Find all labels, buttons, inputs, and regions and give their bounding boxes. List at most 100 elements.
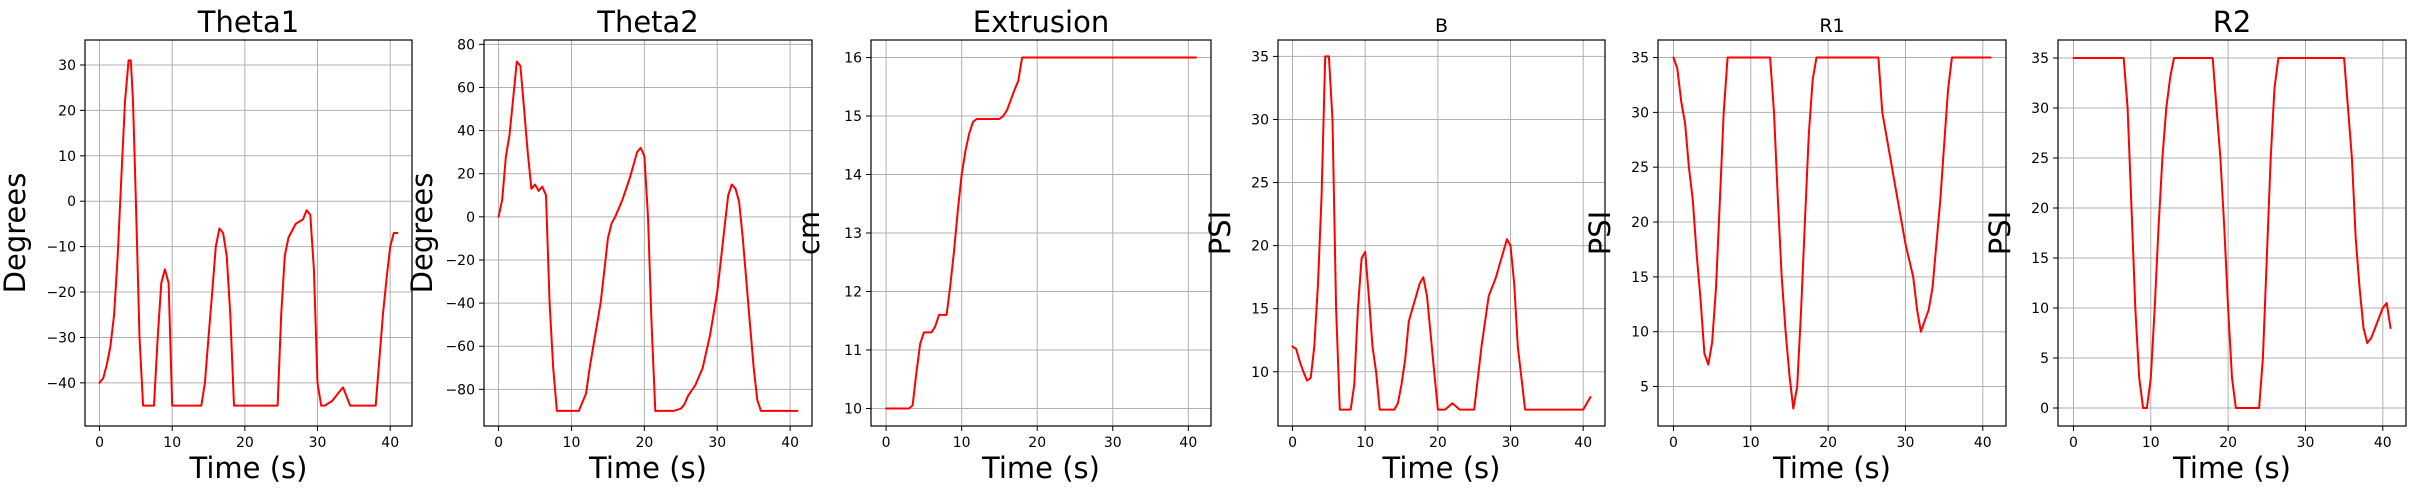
chart-title: Theta2 xyxy=(596,5,699,39)
subplot-5: 0 10 20 30 40 5 10 15 20 25 30 35 R1 Time (s) PSI xyxy=(1583,15,2007,485)
x-tick-label: 30 xyxy=(708,435,726,451)
x-tick-label: 40 xyxy=(381,435,399,451)
chart-title: Theta1 xyxy=(197,5,300,39)
y-tick-label: 20 xyxy=(1631,215,1649,231)
y-tick-label: 15 xyxy=(1631,270,1649,286)
y-tick-label: 20 xyxy=(58,103,76,119)
y-tick-label: 30 xyxy=(1251,112,1269,128)
y-tick-label: 15 xyxy=(1251,302,1269,318)
x-tick-label: 30 xyxy=(1104,435,1122,451)
series-line xyxy=(1291,55,1592,411)
y-tick-label: 20 xyxy=(457,167,475,183)
y-tick-label: 10 xyxy=(844,401,862,417)
y-tick-label: 15 xyxy=(2031,251,2049,267)
x-tick-label: 0 xyxy=(95,435,104,451)
x-tick-label: 40 xyxy=(1974,435,1992,451)
y-tick-label: 13 xyxy=(844,226,862,242)
x-tick-label: 10 xyxy=(1356,435,1374,451)
y-tick-label: 14 xyxy=(844,168,862,184)
y-tick-label: 35 xyxy=(2031,51,2049,67)
y-tick-label: −60 xyxy=(445,339,475,355)
x-tick-label: 20 xyxy=(635,435,653,451)
y-tick-label: 12 xyxy=(844,284,862,300)
y-tick-label: 0 xyxy=(2040,401,2049,417)
series-line xyxy=(2072,57,2392,409)
x-tick-label: 30 xyxy=(2297,435,2315,451)
subplot-4: 0 10 20 30 40 10 15 20 25 30 35 B Time (s) PSI xyxy=(1203,15,1606,485)
y-tick-label: −40 xyxy=(445,296,475,312)
y-tick-label: 10 xyxy=(1631,325,1649,341)
series-line xyxy=(497,60,799,412)
x-axis-label: Time (s) xyxy=(981,451,1100,485)
subplot-6: 0 10 20 30 40 0 5 10 15 20 25 30 35 R2 Time (s) PSI xyxy=(1983,5,2407,485)
y-tick-label: 5 xyxy=(1640,380,1649,396)
x-axis-label: Time (s) xyxy=(1382,451,1501,485)
x-tick-label: 40 xyxy=(2374,435,2392,451)
x-tick-label: 20 xyxy=(1429,435,1447,451)
x-tick-label: 40 xyxy=(1574,435,1592,451)
y-tick-label: 5 xyxy=(2040,351,2049,367)
y-tick-label: 20 xyxy=(2031,201,2049,217)
y-tick-label: 80 xyxy=(457,37,475,53)
y-tick-label: 30 xyxy=(2031,101,2049,117)
y-tick-label: 10 xyxy=(58,149,76,165)
x-tick-label: 20 xyxy=(2219,435,2237,451)
y-axis-label: Degrees xyxy=(0,173,32,294)
y-tick-label: 25 xyxy=(1251,176,1269,192)
y-tick-label: 35 xyxy=(1631,51,1649,67)
y-tick-label: −40 xyxy=(46,376,76,392)
y-axis-label: PSI xyxy=(1983,211,2017,255)
y-axis-label: PSI xyxy=(1583,211,1617,255)
y-tick-label: 25 xyxy=(1631,160,1649,176)
x-axis-label: Time (s) xyxy=(588,451,707,485)
y-tick-label: −30 xyxy=(46,330,76,346)
x-axis-label: Time (s) xyxy=(1772,451,1891,485)
x-tick-label: 10 xyxy=(2142,435,2160,451)
series-line xyxy=(885,56,1197,410)
y-tick-label: 0 xyxy=(466,210,475,226)
y-tick-label: 60 xyxy=(457,80,475,96)
x-tick-label: 10 xyxy=(163,435,181,451)
y-tick-label: 25 xyxy=(2031,151,2049,167)
x-axis-label: Time (s) xyxy=(2172,451,2291,485)
x-tick-label: 0 xyxy=(494,435,503,451)
y-axis-label: Degrees xyxy=(405,173,439,294)
y-tick-label: 40 xyxy=(457,124,475,140)
axes-frame xyxy=(483,39,813,427)
axes-frame xyxy=(2057,39,2407,427)
x-tick-label: 30 xyxy=(309,435,327,451)
x-tick-label: 0 xyxy=(882,435,891,451)
axes-frame xyxy=(84,39,413,427)
x-tick-label: 10 xyxy=(1742,435,1760,451)
series-line xyxy=(98,59,399,407)
chart-title: R1 xyxy=(1819,15,1844,37)
y-tick-label: 10 xyxy=(1251,365,1269,381)
x-tick-label: 20 xyxy=(1819,435,1837,451)
y-tick-label: −10 xyxy=(46,240,76,256)
y-tick-label: 11 xyxy=(844,343,862,359)
subplot-3: 0 10 20 30 40 10 11 12 13 14 15 16 Extrusion Time (s)… xyxy=(792,5,1212,485)
y-tick-label: 20 xyxy=(1251,239,1269,255)
chart-title: B xyxy=(1435,15,1448,37)
axes-frame xyxy=(1657,39,2007,427)
y-tick-label: 30 xyxy=(58,58,76,74)
x-tick-label: 10 xyxy=(563,435,581,451)
chart-title: Extrusion xyxy=(973,5,1109,39)
subplot-1: 0 10 20 30 40 −40 −30 −20 −10 0 10 20 30 Theta1 Time (… xyxy=(0,5,413,485)
y-tick-label: 16 xyxy=(844,51,862,67)
y-axis-label: cm xyxy=(792,211,826,255)
x-tick-label: 40 xyxy=(1179,435,1197,451)
y-axis-label: PSI xyxy=(1203,211,1237,255)
y-tick-label: 35 xyxy=(1251,49,1269,65)
y-tick-label: −20 xyxy=(445,253,475,269)
y-tick-label: −20 xyxy=(46,285,76,301)
x-axis-label: Time (s) xyxy=(189,451,308,485)
chart-title: R2 xyxy=(2213,5,2252,39)
x-tick-label: 0 xyxy=(1288,435,1297,451)
x-tick-label: 40 xyxy=(781,435,799,451)
x-tick-label: 30 xyxy=(1897,435,1915,451)
x-tick-label: 0 xyxy=(1669,435,1678,451)
x-tick-label: 10 xyxy=(953,435,971,451)
axes-frame xyxy=(1277,39,1606,427)
